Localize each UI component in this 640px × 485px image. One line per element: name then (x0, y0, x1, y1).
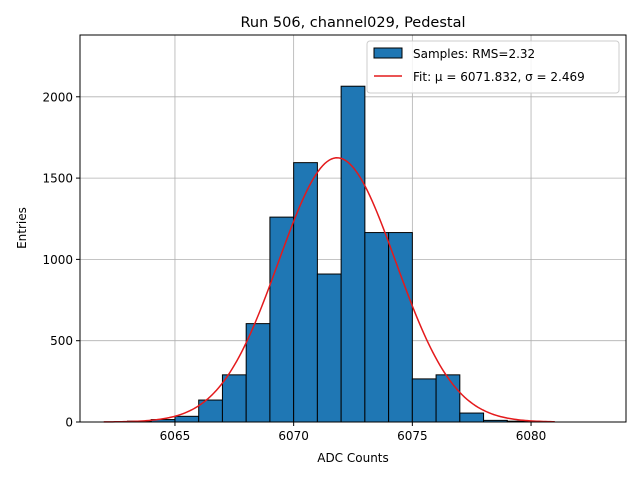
plot-frame (79, 34, 627, 423)
histogram-bar (293, 162, 318, 423)
x-axis-ticks: 6065 6070 6075 6080 (160, 422, 547, 443)
gaussian-fit-curve (103, 157, 555, 423)
legend-label-samples: Samples: RMS=2.32 (413, 47, 535, 61)
histogram-bar (340, 85, 366, 423)
histogram-bar (388, 232, 413, 423)
y-axis-ticks: 0 500 1000 1500 2000 (42, 90, 80, 430)
legend-swatch-samples (373, 47, 403, 59)
y-axis-label: Entries (15, 207, 29, 249)
legend-box (366, 40, 620, 94)
legend: Samples: RMS=2.32 Fit: μ = 6071.832, σ =… (366, 40, 620, 94)
x-axis-label: ADC Counts (317, 451, 389, 465)
histogram-bar (269, 216, 295, 423)
y-tick-label: 0 (65, 416, 73, 430)
histogram-bar (364, 232, 390, 423)
y-tick-label: 1500 (42, 172, 73, 186)
histogram-bar (221, 374, 247, 423)
histogram-bar (411, 378, 437, 423)
y-tick-label: 500 (50, 334, 73, 348)
histogram-bars (126, 85, 532, 423)
histogram-bar (316, 273, 342, 423)
chart-title: Run 506, channel029, Pedestal (240, 15, 465, 31)
legend-label-fit: Fit: μ = 6071.832, σ = 2.469 (413, 70, 585, 84)
histogram-bar (174, 415, 200, 423)
x-tick-label: 6075 (397, 429, 428, 443)
y-tick-label: 2000 (42, 90, 73, 104)
x-tick-label: 6065 (160, 429, 191, 443)
x-tick-label: 6070 (278, 429, 309, 443)
y-tick-label: 1000 (42, 253, 73, 267)
histogram-bar (435, 374, 461, 423)
histogram-bar (459, 412, 485, 423)
x-tick-label: 6080 (516, 429, 547, 443)
histogram-bar (245, 323, 271, 423)
